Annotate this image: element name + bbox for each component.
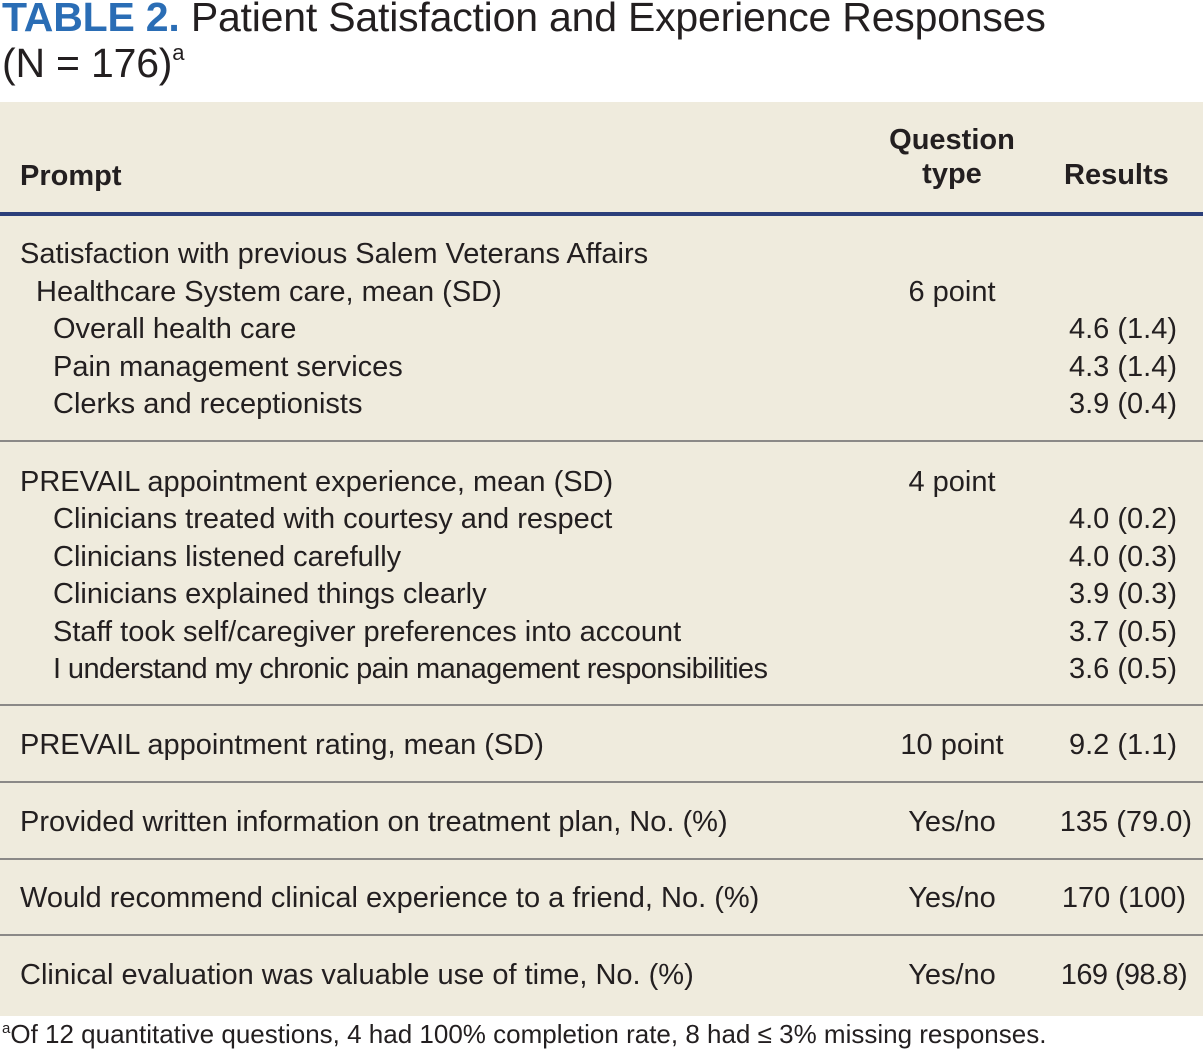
row-separator bbox=[0, 704, 1203, 706]
header-question-type-line2: type bbox=[922, 158, 982, 190]
table-footnote: aOf 12 quantitative questions, 4 had 100… bbox=[2, 1017, 1046, 1056]
header-prompt: Prompt bbox=[20, 160, 122, 192]
table-row-label: Clinicians explained things clearly bbox=[53, 578, 487, 610]
table-row-prompt: Provided written information on treatmen… bbox=[20, 806, 728, 838]
table-row-result: 3.7 (0.5) bbox=[1069, 616, 1177, 648]
table-title-text: Patient Satisfaction and Experience Resp… bbox=[190, 0, 1046, 40]
row-separator bbox=[0, 781, 1203, 783]
table-row-label: Pain management services bbox=[53, 351, 403, 383]
table-row-result: 169 (98.8) bbox=[1060, 959, 1188, 991]
section-question-type: 6 point bbox=[908, 276, 996, 308]
header-question-type: Question type bbox=[860, 123, 1044, 191]
table-row-result: 170 (100) bbox=[1061, 882, 1186, 914]
table-row-question-type: Yes/no bbox=[908, 806, 996, 838]
table-row-prompt: PREVAIL appointment rating, mean (SD) bbox=[20, 729, 544, 761]
table-row-label: Clerks and receptionists bbox=[53, 388, 363, 420]
section-question-type: 4 point bbox=[908, 466, 996, 498]
footnote-marker: a bbox=[2, 1020, 11, 1037]
table-row-label: Clinicians listened carefully bbox=[53, 541, 402, 573]
section-prompt: PREVAIL appointment experience, mean (SD… bbox=[20, 466, 614, 498]
table-header: Prompt Question type Results bbox=[0, 102, 1203, 212]
table-row-result: 3.9 (0.3) bbox=[1069, 578, 1177, 610]
table-row-result: 3.9 (0.4) bbox=[1069, 388, 1177, 420]
table-row-result: 9.2 (1.1) bbox=[1069, 729, 1177, 761]
table-row-result: 4.6 (1.4) bbox=[1069, 313, 1177, 345]
table-row-prompt: Clinical evaluation was valuable use of … bbox=[20, 959, 694, 991]
row-separator bbox=[0, 934, 1203, 936]
table-row-result: 135 (79.0) bbox=[1059, 806, 1192, 838]
table-row-prompt: Would recommend clinical experience to a… bbox=[20, 882, 760, 914]
table-title: TABLE 2. Patient Satisfaction and Experi… bbox=[2, 0, 1197, 93]
table-row-label: Overall health care bbox=[53, 313, 297, 345]
table-row-question-type: 10 point bbox=[900, 729, 1004, 761]
row-separator bbox=[0, 858, 1203, 860]
table-label: TABLE 2. bbox=[2, 0, 180, 40]
row-separator bbox=[0, 440, 1203, 442]
section-prompt-line1: Satisfaction with previous Salem Veteran… bbox=[20, 238, 649, 270]
table-row-question-type: Yes/no bbox=[908, 959, 996, 991]
title-footnote-marker: a bbox=[172, 40, 185, 65]
footnote-text: Of 12 quantitative questions, 4 had 100%… bbox=[10, 1019, 1047, 1049]
table-row-label: I understand my chronic pain management … bbox=[53, 653, 768, 685]
header-results: Results bbox=[1064, 159, 1169, 191]
header-question-type-line1: Question bbox=[889, 124, 1015, 156]
table-row-question-type: Yes/no bbox=[908, 882, 996, 914]
section-prompt-line2: Healthcare System care, mean (SD) bbox=[36, 276, 502, 308]
data-table: Prompt Question type Results Satisfactio… bbox=[0, 102, 1203, 1016]
table-row-result: 4.3 (1.4) bbox=[1069, 351, 1177, 383]
table-row-label: Clinicians treated with courtesy and res… bbox=[53, 503, 613, 535]
table-row-result: 4.0 (0.2) bbox=[1069, 503, 1177, 535]
table-row-result: 3.6 (0.5) bbox=[1069, 653, 1177, 685]
table-row-label: Staff took self/caregiver preferences in… bbox=[53, 616, 682, 648]
header-rule bbox=[0, 212, 1203, 216]
table-title-n: (N = 176) bbox=[2, 40, 173, 86]
table-row-result: 4.0 (0.3) bbox=[1069, 541, 1177, 573]
